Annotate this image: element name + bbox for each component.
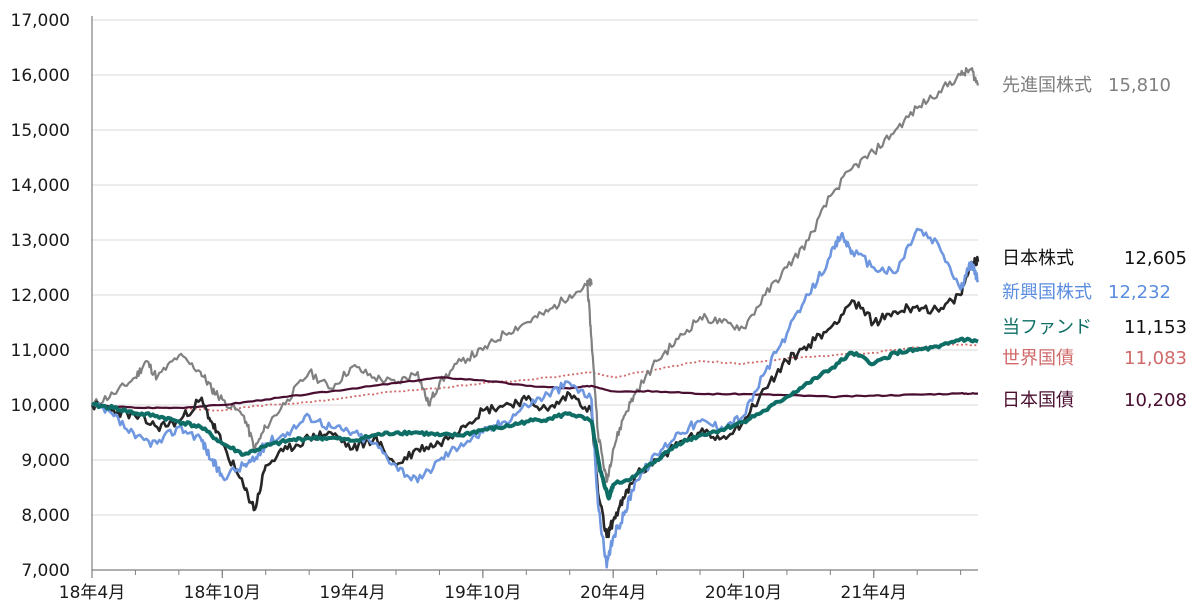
axes (91, 16, 978, 578)
legend-series-name: 日本国債 (1002, 390, 1074, 411)
legend-series-name: 世界国債 (1002, 348, 1074, 369)
x-tick-label: 20年10月 (705, 583, 782, 603)
legend-series-value: 10,208 (1124, 390, 1187, 411)
legend-series-value: 12,605 (1124, 248, 1187, 269)
legend-series-value: 12,232 (1108, 282, 1171, 303)
legend-series-value: 15,810 (1108, 75, 1171, 96)
y-tick-label: 15,000 (11, 121, 70, 141)
y-tick-label: 14,000 (11, 176, 70, 196)
series-line (90, 255, 980, 539)
legend: 先進国株式 15,810 日本株式 12,605 新興国株式 12,232 当ファンド 11,… (1002, 75, 1187, 411)
y-tick-label: 9,000 (21, 451, 70, 471)
legend-series-name: 日本株式 (1002, 248, 1074, 269)
legend-series-name: 当ファンド (1002, 317, 1092, 338)
series-line (91, 227, 980, 569)
y-tick-label: 16,000 (11, 66, 70, 86)
legend-series-name: 新興国株式 (1002, 282, 1092, 303)
series-line (91, 376, 978, 410)
y-tick-label: 10,000 (11, 396, 70, 416)
x-tick-label: 18年4月 (59, 583, 125, 603)
gridlines (92, 19, 978, 516)
x-tick-label: 19年4月 (319, 583, 385, 603)
x-tick-label: 21年4月 (841, 583, 907, 603)
y-tick-label: 12,000 (11, 286, 70, 306)
y-axis-ticks: 7,000 8,000 9,000 10,000 11,000 12,000 13,000 1… (11, 11, 70, 581)
y-tick-label: 13,000 (11, 231, 70, 251)
x-axis-ticks: 18年4月 18年10月 19年4月 19年10月 20年4月 20年10月 21年4月 (59, 583, 907, 603)
legend-series-value: 11,083 (1124, 348, 1187, 369)
legend-series-name: 先進国株式 (1002, 75, 1092, 96)
x-tick-label: 19年10月 (444, 583, 521, 603)
x-tick-label: 20年4月 (580, 583, 646, 603)
y-tick-label: 11,000 (11, 341, 70, 361)
x-tick-label: 18年10月 (184, 583, 261, 603)
y-tick-label: 7,000 (21, 561, 70, 581)
series-lines (90, 67, 980, 569)
y-tick-label: 17,000 (11, 11, 70, 31)
series-line (91, 336, 979, 501)
y-tick-label: 8,000 (21, 506, 70, 526)
legend-series-value: 11,153 (1124, 317, 1187, 338)
